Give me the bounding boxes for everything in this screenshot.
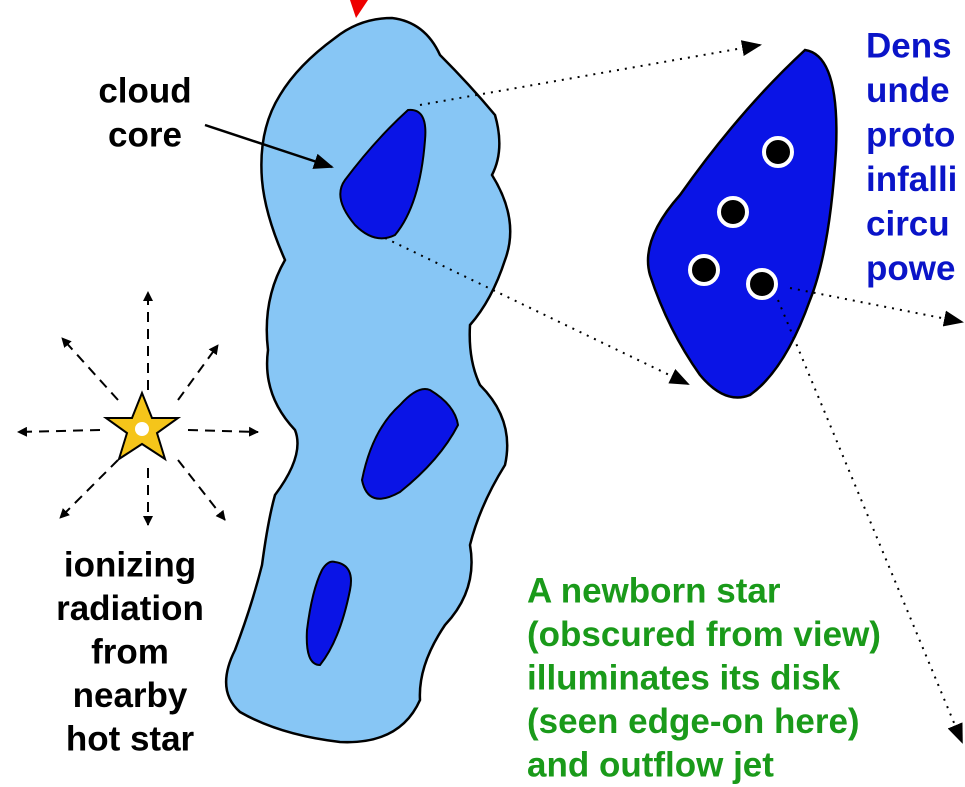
text-line: infalli [866, 160, 957, 199]
text-line: (obscured from view) [527, 615, 881, 654]
newborn-label: A newborn star (obscured from view) illumi… [527, 571, 881, 784]
cloud-core [339, 108, 427, 240]
pointer-arrow [204, 123, 334, 169]
text-line: nearby [73, 676, 188, 715]
cloud-core-label: cloud core [98, 71, 191, 154]
text-line: hot star [66, 719, 195, 758]
radiation-arrows [17, 291, 259, 526]
text-line: Dens [866, 26, 952, 65]
text-line: radiation [56, 589, 204, 628]
ionizing-label: ionizing radiation from nearby hot star [56, 545, 204, 758]
red-arrow-tip [350, 0, 368, 18]
text-line: from [91, 632, 169, 671]
dense-label: Dens unde proto infalli circu powe [866, 26, 957, 288]
protostars [688, 136, 794, 300]
star-center [135, 422, 149, 436]
text-line: and outflow jet [527, 745, 774, 784]
text-line: A newborn star [527, 571, 781, 610]
text-line: circu [866, 204, 950, 243]
cloud-core [360, 388, 460, 500]
text-line: core [108, 115, 182, 154]
text-line: cloud [98, 71, 191, 110]
text-line: proto [866, 115, 955, 154]
molecular-cloud [224, 16, 512, 744]
text-line: (seen edge-on here) [527, 702, 860, 741]
text-line: illuminates its disk [527, 658, 841, 697]
cloud-core [305, 560, 352, 667]
text-line: unde [866, 71, 950, 110]
text-line: powe [866, 249, 955, 288]
text-line: ionizing [64, 545, 196, 584]
connectors [384, 40, 964, 744]
